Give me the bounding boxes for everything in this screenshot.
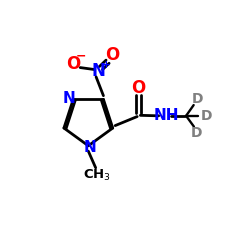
- Text: O: O: [131, 80, 146, 98]
- Text: N: N: [62, 90, 75, 106]
- Text: CH$_3$: CH$_3$: [83, 168, 111, 183]
- Text: +: +: [102, 60, 111, 70]
- Text: N: N: [91, 62, 105, 80]
- Text: NH: NH: [154, 108, 179, 123]
- Text: D: D: [192, 92, 203, 106]
- Text: −: −: [76, 50, 86, 63]
- Text: D: D: [200, 109, 212, 123]
- Text: O: O: [66, 56, 80, 74]
- Text: D: D: [191, 126, 202, 140]
- Text: O: O: [105, 46, 120, 64]
- Text: N: N: [83, 140, 96, 155]
